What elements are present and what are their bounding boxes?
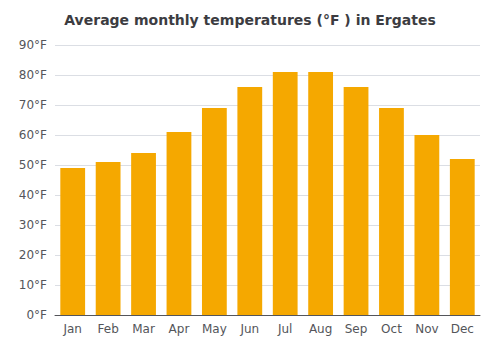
svg-text:Jun: Jun	[239, 322, 259, 336]
svg-text:50°F: 50°F	[19, 158, 47, 172]
svg-text:Dec: Dec	[451, 322, 474, 336]
svg-text:Mar: Mar	[132, 322, 155, 336]
svg-text:Average monthly temperatures (: Average monthly temperatures (°F ) in Er…	[64, 12, 435, 28]
svg-text:90°F: 90°F	[19, 38, 47, 52]
svg-text:Sep: Sep	[345, 322, 368, 336]
svg-text:Feb: Feb	[98, 322, 119, 336]
svg-text:Jul: Jul	[277, 322, 292, 336]
svg-text:80°F: 80°F	[19, 68, 47, 82]
svg-text:May: May	[202, 322, 227, 336]
svg-text:70°F: 70°F	[19, 98, 47, 112]
svg-text:20°F: 20°F	[19, 248, 47, 262]
svg-text:0°F: 0°F	[26, 308, 47, 322]
svg-text:30°F: 30°F	[19, 218, 47, 232]
svg-text:10°F: 10°F	[19, 278, 47, 292]
svg-text:Oct: Oct	[381, 322, 402, 336]
svg-text:60°F: 60°F	[19, 128, 47, 142]
svg-text:40°F: 40°F	[19, 188, 47, 202]
svg-text:Nov: Nov	[415, 322, 438, 336]
svg-text:Apr: Apr	[169, 322, 190, 336]
svg-text:Jan: Jan	[62, 322, 82, 336]
svg-text:Aug: Aug	[309, 322, 332, 336]
